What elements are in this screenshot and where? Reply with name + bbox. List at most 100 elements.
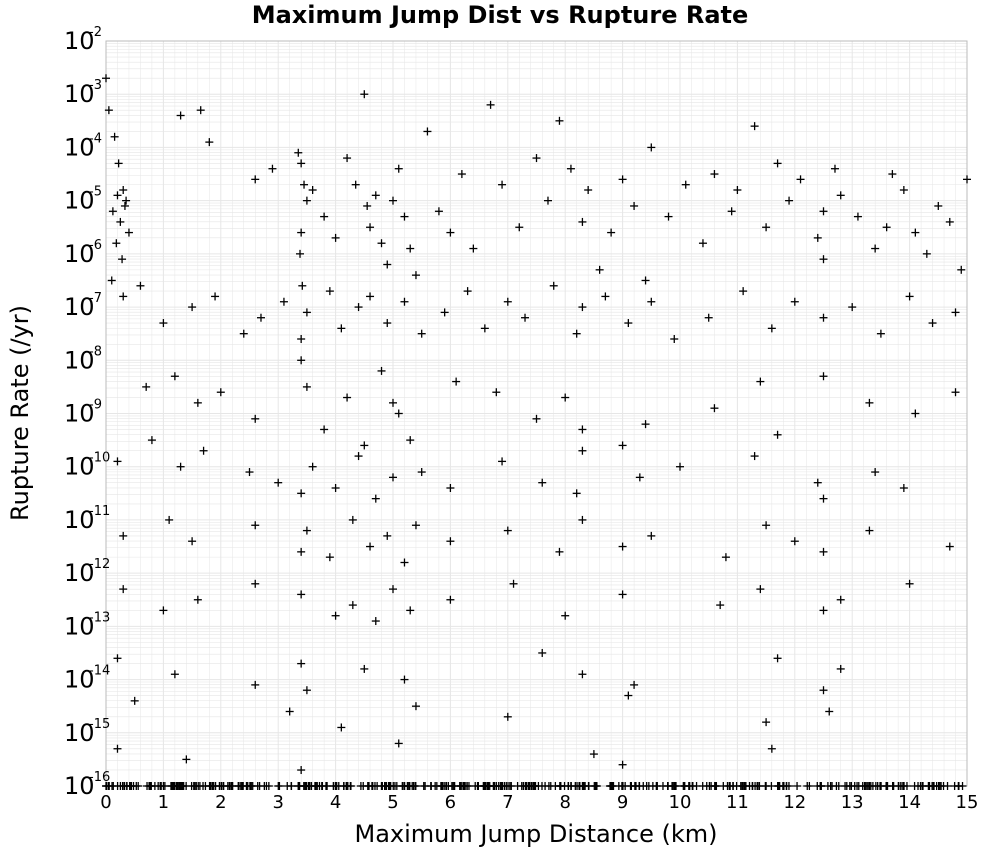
data-point xyxy=(389,585,397,594)
data-point-floor xyxy=(631,782,640,790)
data-point xyxy=(457,170,466,179)
data-point-floor xyxy=(190,782,199,790)
data-point xyxy=(196,106,205,115)
data-point xyxy=(555,116,564,125)
data-point xyxy=(727,207,736,216)
data-point xyxy=(618,760,627,769)
data-point xyxy=(211,292,220,301)
data-point xyxy=(498,180,507,189)
data-point xyxy=(905,292,914,301)
data-point xyxy=(130,696,139,705)
data-point-floor xyxy=(295,782,304,790)
data-point xyxy=(647,143,656,152)
x-tick-label: 8 xyxy=(559,792,570,813)
data-point-floor xyxy=(877,782,886,790)
data-point xyxy=(773,159,782,168)
data-point-floor xyxy=(914,782,923,790)
data-point xyxy=(434,207,443,216)
data-point-floor xyxy=(126,782,135,790)
data-point xyxy=(279,297,288,306)
data-point xyxy=(911,409,920,418)
data-point-floor xyxy=(739,782,748,790)
data-point-floor xyxy=(793,782,802,790)
data-point-floor xyxy=(421,782,430,790)
data-point-floor xyxy=(159,782,168,790)
data-point xyxy=(102,74,110,83)
data-point xyxy=(417,329,426,338)
x-tick-labels: 0 1 2 3 4 5 6 7 8 9 10 11 12 13 14 15 xyxy=(100,792,978,813)
data-point xyxy=(118,255,127,264)
data-point xyxy=(595,265,604,274)
data-point xyxy=(819,606,828,615)
data-point xyxy=(710,404,719,413)
data-point-floor xyxy=(854,782,863,790)
data-point xyxy=(294,148,303,157)
data-point xyxy=(298,281,307,290)
data-point xyxy=(268,164,277,173)
data-point xyxy=(871,244,880,253)
y-tick-exponent: -4 xyxy=(89,131,102,146)
chart-title: Maximum Jump Dist vs Rupture Rate xyxy=(252,1,749,29)
data-point xyxy=(819,313,828,322)
data-point xyxy=(159,319,168,328)
data-point xyxy=(503,526,512,535)
data-point xyxy=(302,196,311,205)
data-point xyxy=(503,712,512,721)
data-point xyxy=(790,297,799,306)
data-point xyxy=(119,531,128,540)
data-point xyxy=(618,441,627,450)
data-point xyxy=(302,526,311,535)
x-tick-label: 2 xyxy=(215,792,226,813)
y-tick-label: 10 xyxy=(64,453,95,481)
data-point xyxy=(300,180,309,189)
data-point xyxy=(945,217,954,226)
data-point-floor xyxy=(471,782,480,790)
data-point xyxy=(480,324,489,333)
data-point xyxy=(110,132,119,141)
data-point xyxy=(343,393,352,402)
data-point xyxy=(394,739,403,748)
data-point xyxy=(343,154,352,163)
data-points xyxy=(102,74,971,790)
data-point xyxy=(308,186,317,194)
x-tick-label: 3 xyxy=(272,792,283,813)
data-point-floor xyxy=(116,782,125,790)
data-point xyxy=(285,707,294,716)
data-point-floor xyxy=(888,782,897,790)
y-tick-exponent: -3 xyxy=(89,78,102,93)
y-tick-label: 10 xyxy=(64,240,95,268)
data-point xyxy=(578,303,587,312)
data-point xyxy=(664,212,673,221)
x-tick-label: 0 xyxy=(100,792,111,813)
data-point xyxy=(354,452,363,461)
x-tick-label: 5 xyxy=(387,792,398,813)
data-point xyxy=(446,484,455,492)
y-tick-exponent: -16 xyxy=(89,770,110,785)
data-point-floor xyxy=(546,782,555,790)
data-point xyxy=(383,260,392,269)
y-tick-label: 10 xyxy=(64,80,95,108)
data-point xyxy=(245,468,254,477)
data-point-floor xyxy=(521,782,530,790)
data-point xyxy=(830,164,839,173)
data-point-floor xyxy=(614,782,623,790)
data-point xyxy=(773,430,782,439)
data-point-floor xyxy=(929,782,938,790)
data-point xyxy=(566,164,575,173)
data-point xyxy=(676,462,684,471)
data-point-floor xyxy=(813,782,822,790)
data-point xyxy=(963,175,971,184)
data-point xyxy=(750,452,759,461)
data-point xyxy=(446,228,455,237)
data-point xyxy=(383,531,392,540)
data-point-floor xyxy=(377,782,386,790)
data-point xyxy=(911,228,920,237)
data-point xyxy=(107,276,116,285)
data-point xyxy=(122,196,131,205)
data-point-floor xyxy=(228,782,237,790)
data-point xyxy=(377,366,386,375)
data-point xyxy=(733,186,742,194)
data-point xyxy=(124,228,133,237)
